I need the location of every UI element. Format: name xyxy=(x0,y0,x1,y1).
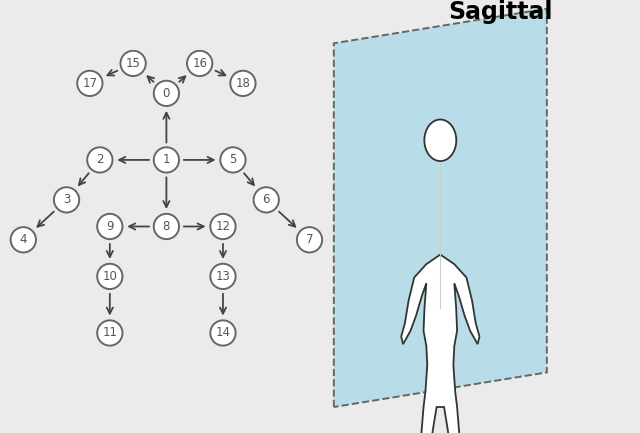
Text: Sagittal: Sagittal xyxy=(448,0,552,24)
Polygon shape xyxy=(401,255,479,433)
Text: 18: 18 xyxy=(236,77,250,90)
Circle shape xyxy=(54,187,79,213)
Circle shape xyxy=(230,71,255,96)
Text: 0: 0 xyxy=(163,87,170,100)
Circle shape xyxy=(211,214,236,239)
Text: 5: 5 xyxy=(229,153,237,166)
Text: 3: 3 xyxy=(63,194,70,207)
Text: 8: 8 xyxy=(163,220,170,233)
Circle shape xyxy=(154,81,179,106)
Circle shape xyxy=(220,147,246,173)
Circle shape xyxy=(97,320,122,346)
Circle shape xyxy=(211,320,236,346)
Text: 11: 11 xyxy=(102,326,117,339)
Text: 7: 7 xyxy=(306,233,313,246)
Text: 10: 10 xyxy=(102,270,117,283)
Polygon shape xyxy=(334,9,547,407)
Text: 2: 2 xyxy=(96,153,104,166)
Text: 14: 14 xyxy=(216,326,230,339)
Circle shape xyxy=(97,264,122,289)
Text: 12: 12 xyxy=(216,220,230,233)
Text: 13: 13 xyxy=(216,270,230,283)
Circle shape xyxy=(87,147,113,173)
Text: 16: 16 xyxy=(192,57,207,70)
Text: 17: 17 xyxy=(83,77,97,90)
Text: 9: 9 xyxy=(106,220,113,233)
Circle shape xyxy=(253,187,279,213)
Circle shape xyxy=(187,51,212,76)
Circle shape xyxy=(120,51,146,76)
Circle shape xyxy=(11,227,36,252)
Text: 1: 1 xyxy=(163,153,170,166)
Text: 6: 6 xyxy=(262,194,270,207)
Circle shape xyxy=(211,264,236,289)
Circle shape xyxy=(424,120,456,161)
Circle shape xyxy=(154,147,179,173)
Circle shape xyxy=(97,214,122,239)
Circle shape xyxy=(154,214,179,239)
Circle shape xyxy=(77,71,102,96)
Text: 4: 4 xyxy=(20,233,27,246)
Text: 15: 15 xyxy=(125,57,141,70)
Circle shape xyxy=(297,227,322,252)
